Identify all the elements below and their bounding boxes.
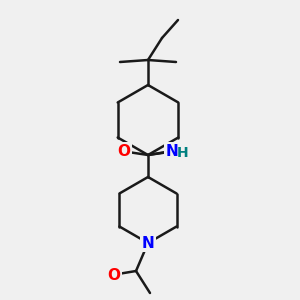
- Text: N: N: [166, 143, 178, 158]
- Text: H: H: [177, 146, 189, 160]
- Text: N: N: [142, 236, 154, 250]
- Text: O: O: [107, 268, 121, 283]
- Text: O: O: [118, 143, 130, 158]
